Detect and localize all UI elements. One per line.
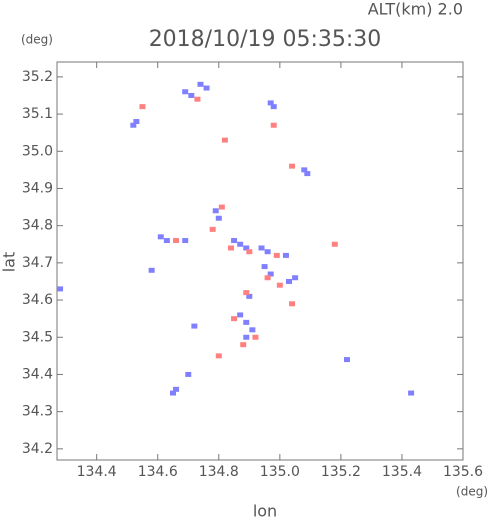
echo-point [344, 357, 350, 363]
x-unit: (deg) [456, 485, 488, 499]
echo-point [203, 85, 210, 91]
y-tick-label: 35.1 [22, 106, 53, 122]
echo-point [267, 271, 274, 277]
echo-point [264, 275, 271, 281]
echo-point [197, 81, 204, 87]
echo-point [130, 122, 137, 128]
echo-point [292, 275, 299, 281]
echo-point [246, 249, 253, 255]
x-tick-label: 134.4 [77, 464, 117, 480]
echo-point [289, 301, 296, 307]
echo-point [249, 327, 256, 333]
chart-title: 2018/10/19 05:35:30 [149, 27, 382, 52]
x-tick-label: 135.0 [260, 464, 300, 480]
y-tick-label: 34.7 [22, 255, 53, 271]
echo-point [212, 208, 219, 214]
y-axis-label: lat [0, 252, 19, 273]
echo-point [237, 241, 244, 247]
echo-point [231, 238, 238, 244]
echo-point [270, 104, 277, 110]
echo-point [173, 238, 180, 244]
echo-point [163, 238, 170, 244]
echo-point [215, 215, 222, 221]
echo-point [157, 234, 164, 240]
echo-point [209, 226, 216, 232]
echo-point [264, 249, 271, 255]
y-tick-label: 34.6 [22, 292, 53, 308]
echo-point [252, 334, 259, 340]
echo-point [173, 386, 180, 392]
echo-point [237, 312, 244, 318]
echo-point [243, 319, 250, 325]
y-tick-label: 34.3 [22, 404, 53, 420]
echo-point [243, 334, 250, 340]
echo-point [170, 390, 176, 396]
echo-point [194, 96, 201, 102]
echo-point [148, 267, 155, 273]
echo-point [286, 278, 292, 284]
y-tick-label: 34.2 [22, 441, 53, 457]
echo-point [304, 171, 311, 177]
echo-point [267, 100, 274, 106]
echo-point [408, 390, 415, 396]
x-tick-label: 135.6 [443, 464, 483, 480]
echo-point [261, 264, 268, 270]
echo-point [246, 293, 253, 299]
echo-point [182, 89, 189, 95]
echo-point [185, 371, 192, 377]
echo-point [240, 342, 247, 348]
y-tick-label: 34.9 [22, 180, 53, 196]
echo-point [301, 167, 308, 173]
echo-point [258, 245, 265, 251]
plot-frame [56, 61, 464, 461]
x-tick-label: 134.8 [199, 464, 239, 480]
echo-point [231, 316, 238, 322]
echo-point [228, 245, 234, 251]
altitude-label: ALT(km) 2.0 [368, 0, 463, 19]
y-tick-label: 35.0 [22, 143, 53, 159]
y-tick-label: 34.5 [22, 329, 53, 345]
echo-point [133, 119, 140, 125]
echo-point [243, 290, 250, 296]
echo-point [215, 353, 222, 359]
x-tick-label: 134.6 [138, 464, 178, 480]
echo-point [270, 122, 277, 128]
y-tick-label: 34.4 [22, 366, 53, 382]
echo-point [276, 282, 283, 288]
echo-point [273, 252, 280, 258]
y-tick-label: 34.8 [22, 218, 53, 234]
echo-point [57, 286, 64, 292]
x-tick-label: 135.4 [382, 464, 422, 480]
echo-point [331, 241, 338, 247]
echo-point [191, 323, 198, 329]
echo-point [243, 245, 250, 251]
echo-point [289, 163, 296, 169]
echo-point [188, 92, 195, 98]
echo-point [182, 238, 189, 244]
echo-point [139, 104, 146, 110]
x-tick-label: 135.2 [321, 464, 361, 480]
x-axis-label: lon [253, 502, 277, 521]
echo-point [221, 137, 228, 143]
y-unit: (deg) [21, 33, 53, 47]
echo-point [218, 204, 225, 210]
y-tick-label: 35.2 [22, 69, 53, 85]
echo-point [282, 252, 289, 258]
